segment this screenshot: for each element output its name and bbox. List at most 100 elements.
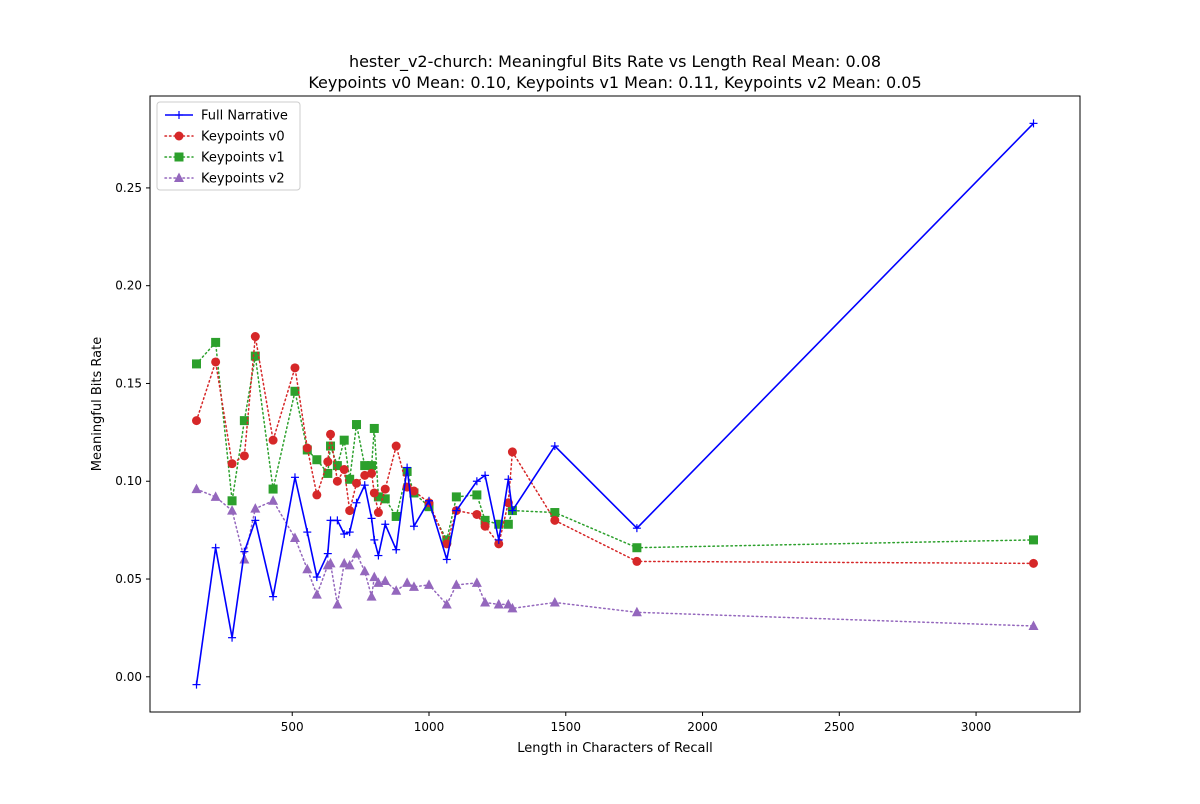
data-point [227,496,237,506]
data-point [211,543,220,552]
data-point [391,441,401,451]
data-point [507,602,518,613]
data-point [192,680,201,689]
data-point [268,495,279,505]
data-point [472,477,481,486]
data-point [359,565,370,576]
data-point [239,553,250,564]
series-line [195,488,1035,627]
data-point [239,451,249,461]
data-point [369,488,379,498]
legend-item: Full Narrative [165,109,288,124]
series-line [195,336,1035,565]
data-point [210,491,221,501]
data-point [480,515,490,525]
data-point [323,457,333,467]
x-tick-label: 2500 [824,720,855,734]
data-point [289,532,300,542]
data-point [408,581,419,591]
data-point [332,598,343,609]
y-axis-label: Meaningful Bits Rate [90,337,105,471]
data-point [312,490,322,500]
data-point [380,494,390,504]
legend-marker [174,152,184,162]
data-point [632,543,642,553]
data-point [191,483,202,494]
chart-title-line2: Keypoints v0 Mean: 0.10, Keypoints v1 Me… [308,73,921,92]
data-point [302,443,312,453]
data-point [323,468,333,478]
data-point [472,490,482,500]
data-point [211,337,221,347]
x-tick-label: 500 [281,720,304,734]
data-point [493,598,504,609]
data-point [366,591,377,601]
data-point [481,471,490,480]
legend-marker [175,111,183,119]
data-point [340,530,349,539]
data-point [351,548,362,558]
x-axis-label: Length in Characters of Recall [517,741,713,756]
data-point [332,476,342,486]
x-tick-label: 3000 [961,720,992,734]
data-point [494,535,503,544]
data-point [402,577,413,587]
data-point [339,435,349,445]
data-point [360,461,370,471]
data-point [227,459,237,469]
data-point [503,519,513,529]
data-point [367,514,376,523]
y-tick-label: 0.05 [115,572,142,586]
data-point [1029,119,1038,128]
x-tick-label: 1000 [414,720,445,734]
legend-item: Keypoints v2 [164,172,285,187]
data-point [268,484,278,494]
plot-area [149,95,1081,713]
data-point [339,557,350,568]
series-keypoints-v2 [191,483,1039,630]
data-point [312,573,321,582]
data-point [367,468,377,478]
data-point [409,486,419,496]
data-point [312,455,322,465]
data-point [441,598,452,609]
data-point [192,359,201,369]
data-point [326,441,336,451]
chart-title-line1: hester_v2-church: Meaningful Bits Rate v… [349,52,881,72]
data-point [480,521,490,531]
data-point [494,519,504,529]
data-point [339,465,349,475]
data-point [549,596,560,607]
data-point [311,589,322,599]
data-point [373,508,383,518]
data-point [326,429,336,439]
data-point [290,473,299,482]
data-point [325,557,336,568]
data-point [360,470,370,480]
data-point [369,571,380,582]
legend-item: Keypoints v1 [164,151,285,166]
y-tick-label: 0.15 [115,376,142,390]
data-point [268,435,278,445]
data-point [344,559,355,570]
data-point [250,332,260,342]
data-point [352,498,361,507]
data-point [550,442,559,451]
y-tick-label: 0.25 [115,181,142,195]
legend-item: Keypoints v0 [164,130,285,145]
data-point [211,357,221,367]
legend: Full Narrative Keypoints v0 Keypoints v1 Ke… [156,101,301,191]
data-point [1028,620,1039,630]
data-point [227,505,238,515]
data-point [290,386,300,396]
data-point [381,520,390,529]
data-point [1029,558,1038,568]
data-point [303,528,312,537]
legend-marker [174,172,184,182]
data-point [632,556,642,566]
legend-label: Keypoints v0 [201,130,285,145]
data-point [373,492,383,502]
data-point [508,506,517,515]
data-point [369,423,379,433]
